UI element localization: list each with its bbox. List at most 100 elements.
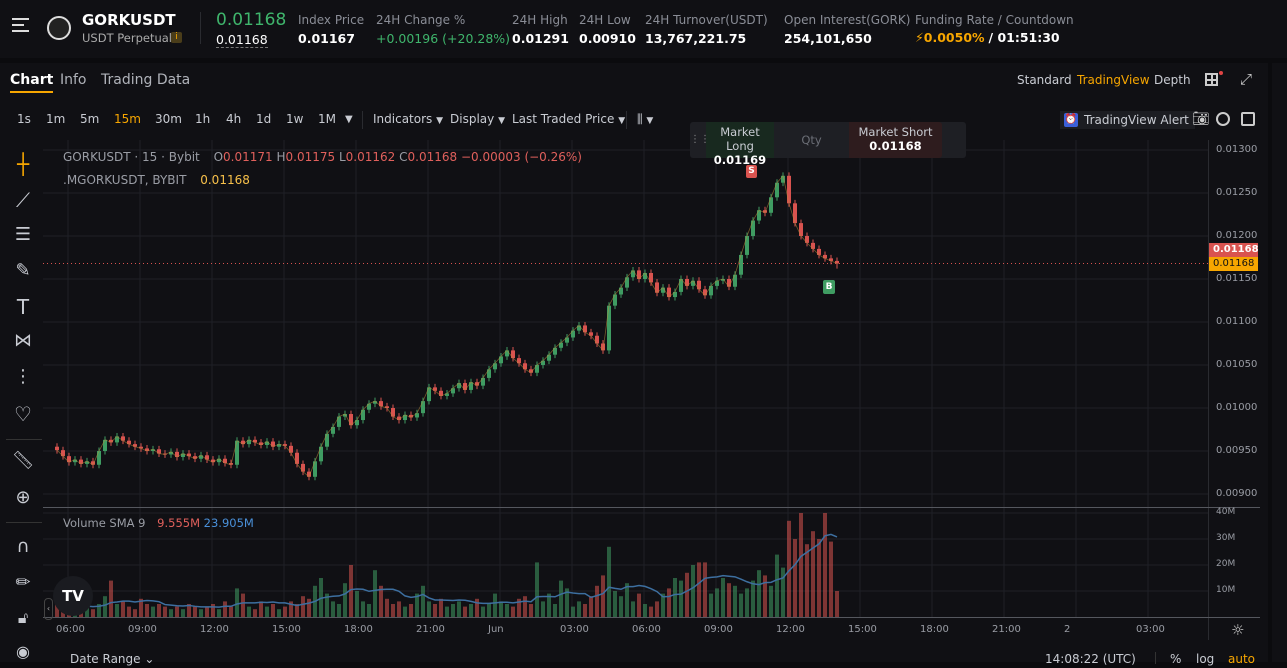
candle-up [781, 175, 785, 183]
candle-up [373, 401, 377, 404]
qty-input[interactable]: Qty [801, 133, 822, 147]
volume-bar [727, 583, 731, 617]
candle-up [367, 403, 371, 410]
camera-icon[interactable]: 📷︎ [1192, 111, 1210, 127]
candle-up [235, 440, 239, 465]
volume-bar [541, 601, 545, 617]
info-icon[interactable]: i [171, 32, 182, 43]
chevron-down-icon: ▼ [498, 116, 505, 126]
lock-drawing-icon[interactable]: ✏ [15, 572, 31, 593]
timeframe-1h[interactable]: 1h [195, 112, 211, 126]
timeframe-more-icon[interactable]: ▼ [345, 114, 353, 125]
layout-grid-icon[interactable] [1205, 73, 1218, 86]
timeframe-1M[interactable]: 1M [318, 112, 336, 126]
volume-bar [817, 539, 821, 617]
side-panel-edge [1272, 63, 1287, 662]
display-dropdown[interactable]: Display ▼ [450, 112, 505, 126]
volume-bar [613, 591, 617, 617]
percent-toggle[interactable]: % [1170, 652, 1182, 666]
candle-up [415, 413, 419, 418]
candle-down [397, 416, 401, 421]
text-tool-icon[interactable]: T [16, 295, 30, 319]
price-axis-border [1208, 140, 1209, 640]
timeframe-30m[interactable]: 30m [155, 112, 182, 126]
axis-settings-icon[interactable]: ☼ [1231, 621, 1245, 639]
candle-up [661, 287, 665, 293]
volume-bar [205, 606, 209, 617]
view-depth[interactable]: Depth [1154, 73, 1191, 87]
tab-chart[interactable]: Chart [10, 72, 54, 93]
price-chart[interactable] [43, 140, 1208, 617]
candle-up [739, 254, 743, 275]
utc-clock[interactable]: 14:08:22 (UTC) [1045, 652, 1136, 666]
tradingview-alert-button[interactable]: ⏰ TradingView Alert [1060, 111, 1195, 129]
candle-up [265, 441, 269, 445]
candle-down [385, 406, 389, 408]
volume-bar [349, 565, 353, 617]
date-range-button[interactable]: Date Range ⌄ [70, 652, 155, 666]
eye-icon[interactable]: ◉ [16, 642, 30, 661]
expand-icon[interactable] [1241, 112, 1255, 126]
unlock-icon[interactable]: 🔓︎ [17, 608, 29, 627]
volume-bar [163, 606, 167, 617]
buy-marker[interactable]: B [823, 280, 835, 294]
timeframe-4h[interactable]: 4h [226, 112, 242, 126]
market-long-button[interactable]: Market Long 0.01169 [706, 122, 774, 167]
drag-handle-icon[interactable]: ⋮⋮ [690, 134, 710, 145]
volume-bar [511, 606, 515, 617]
candle-up [553, 347, 557, 355]
funding-rate: 0.0050% [923, 30, 985, 45]
volume-bar [619, 596, 623, 617]
candle-up [451, 388, 455, 394]
magnet-icon[interactable]: ∩ [16, 536, 30, 557]
timeframe-1s[interactable]: 1s [17, 112, 31, 126]
pane-separator[interactable] [43, 507, 1260, 508]
timeframe-1d[interactable]: 1d [256, 112, 272, 126]
time-tick-label: 15:00 [272, 624, 301, 635]
volume-bar [535, 562, 539, 617]
candle-down [601, 343, 605, 351]
market-short-button[interactable]: Market Short 0.01168 [849, 122, 942, 158]
timeframe-1w[interactable]: 1w [286, 112, 304, 126]
symbol-name[interactable]: GORKUSDT [82, 11, 176, 29]
countdown: / 01:51:30 [988, 30, 1060, 45]
pattern-icon[interactable]: ⋈ [14, 330, 32, 351]
ruler-icon[interactable]: 📏︎ [11, 450, 35, 471]
candle-up [643, 272, 647, 279]
time-tick-label: 06:00 [632, 624, 661, 635]
sell-marker[interactable]: S [746, 165, 757, 178]
timeframe-15m[interactable]: 15m [114, 112, 141, 126]
volume-bar [691, 565, 695, 617]
volume-bar [673, 578, 677, 617]
volume-bar [733, 585, 737, 617]
volume-bar [139, 598, 143, 617]
brush-icon[interactable]: ✎ [15, 260, 31, 281]
volume-bar [583, 604, 587, 617]
favorites-heart-icon[interactable]: ♡ [14, 402, 32, 426]
view-standard[interactable]: Standard [1017, 73, 1072, 87]
chart-type-icon[interactable]: ⫼ ▼ [637, 112, 654, 126]
zoom-in-icon[interactable]: ⊕ [15, 487, 31, 508]
log-toggle[interactable]: log [1196, 652, 1215, 666]
trend-line-icon[interactable]: ⟋ [16, 188, 30, 212]
price-type-dropdown[interactable]: Last Traded Price ▼ [512, 112, 625, 126]
tab-trading-data[interactable]: Trading Data [101, 72, 191, 88]
crosshair-icon[interactable]: ┼ [16, 152, 30, 176]
indicators-dropdown[interactable]: Indicators ▼ [373, 112, 443, 126]
auto-toggle[interactable]: auto [1228, 652, 1256, 666]
menu-icon[interactable] [12, 18, 29, 32]
prediction-icon[interactable]: ⋮ [14, 366, 32, 387]
fib-lines-icon[interactable]: ☰ [14, 224, 32, 245]
view-tradingview[interactable]: TradingView [1077, 73, 1150, 87]
tab-info[interactable]: Info [60, 72, 87, 88]
settings-icon[interactable] [1216, 112, 1230, 126]
fullscreen-icon[interactable]: ⤢ [1240, 70, 1253, 88]
candle-down [475, 382, 479, 386]
timeframe-5m[interactable]: 5m [80, 112, 100, 126]
volume-bar [781, 567, 785, 617]
mark-price[interactable]: 0.01168 [216, 32, 268, 48]
candle-up [469, 382, 473, 390]
timeframe-1m[interactable]: 1m [46, 112, 66, 126]
scroll-left-button[interactable]: ‹ [44, 598, 53, 620]
volume-bar [517, 598, 521, 617]
